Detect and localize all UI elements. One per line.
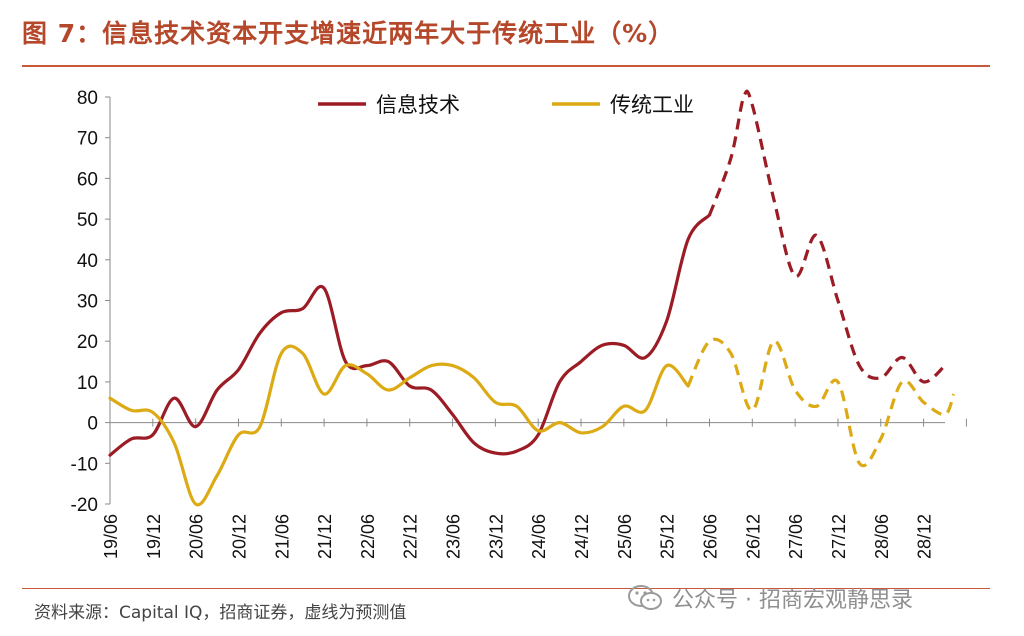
x-axis: 19/06 19/12 20/06 20/12 21/06 21/12 22/06 22/12… <box>101 418 967 559</box>
x-tick-label: 28/06 <box>872 514 892 559</box>
watermark: 公众号 · 招商宏观静思录 <box>628 582 913 614</box>
y-tick-label: 10 <box>77 373 98 394</box>
x-tick-label: 20/06 <box>187 514 207 559</box>
x-tick-label: 23/12 <box>486 514 506 559</box>
x-tick-label: 25/06 <box>615 514 635 559</box>
line-chart: -20 -10 0 10 20 30 40 50 60 70 80 19/06 19/12 20/06 2… <box>71 88 967 559</box>
y-tick-label: -20 <box>71 495 98 516</box>
x-tick-label: 27/06 <box>786 514 806 559</box>
y-tick-label: 30 <box>77 292 98 313</box>
x-tick-label: 28/12 <box>915 514 935 559</box>
x-tick-label: 22/12 <box>401 514 421 559</box>
series-it-actual-line <box>108 213 712 457</box>
y-tick-label: 60 <box>77 169 98 190</box>
watermark-text: 公众号 · 招商宏观静思录 <box>672 588 913 613</box>
series-industrial-actual-line <box>108 344 690 507</box>
wechat-icon <box>628 585 662 610</box>
x-tick-label: 21/12 <box>315 514 335 559</box>
x-tick-label: 26/12 <box>743 514 763 559</box>
series-industrial-forecast-line <box>686 337 956 468</box>
y-tick-label: 40 <box>77 251 98 272</box>
y-tick-label: 20 <box>77 332 98 353</box>
legend-label-industrial: 传统工业 <box>610 94 694 117</box>
source-note: 资料来源：Capital IQ，招商证券，虚线为预测值 <box>34 603 407 623</box>
x-tick-label: 19/12 <box>144 514 164 559</box>
chart-title: 图 7：信息技术资本开支增速近两年大于传统工业（%） <box>22 19 675 48</box>
x-tick-label: 25/12 <box>658 514 678 559</box>
x-tick-label: 22/06 <box>358 514 378 559</box>
y-tick-label: -10 <box>71 454 98 475</box>
y-tick-label: 0 <box>87 414 98 435</box>
series-layer <box>108 89 956 507</box>
x-tick-label: 19/06 <box>101 514 121 559</box>
legend: 信息技术 传统工业 <box>318 94 694 117</box>
y-tick-label: 80 <box>77 88 98 109</box>
y-axis: -20 -10 0 10 20 30 40 50 60 70 80 <box>71 88 111 516</box>
title-divider <box>22 65 990 67</box>
x-tick-label: 27/12 <box>829 514 849 559</box>
x-tick-label: 24/12 <box>572 514 592 559</box>
x-tick-label: 21/06 <box>272 514 292 559</box>
footer-divider <box>22 588 990 589</box>
series-it-forecast-line <box>708 89 947 384</box>
x-tick-label: 24/06 <box>529 514 549 559</box>
x-tick-label: 26/06 <box>700 514 720 559</box>
x-tick-label: 20/12 <box>229 514 249 559</box>
legend-label-it: 信息技术 <box>376 94 460 117</box>
x-tick-label: 23/06 <box>444 514 464 559</box>
y-tick-label: 50 <box>77 210 98 231</box>
y-tick-label: 70 <box>77 129 98 150</box>
